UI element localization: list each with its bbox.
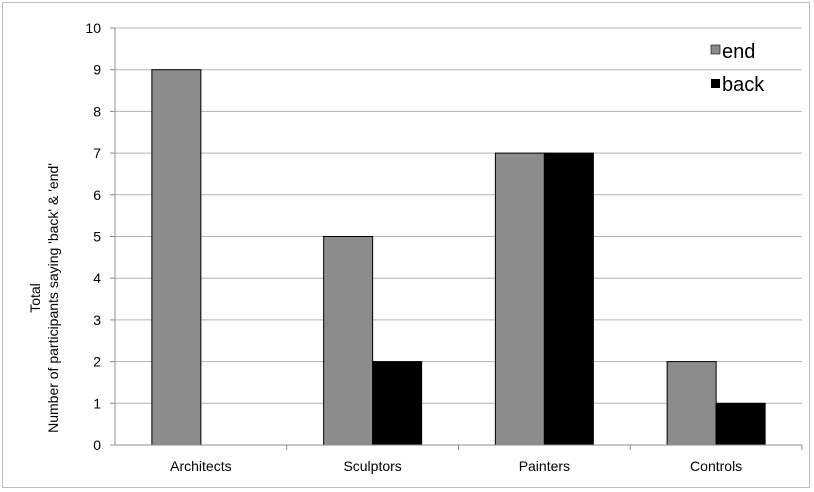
y-tick-label: 3: [93, 312, 101, 328]
category-label: Sculptors: [343, 458, 401, 474]
y-tick-label: 8: [93, 103, 101, 119]
bar-end-controls: [666, 361, 717, 446]
y-tick-labels: 0 1 2 3 4 5 6 7 8 9 10: [85, 20, 101, 453]
bars: [151, 69, 766, 446]
category-label: Architects: [170, 458, 231, 474]
y-axis-title: Total Number of participants saying 'bac…: [27, 163, 61, 433]
bar-back-painters: [543, 152, 594, 446]
gridlines: [115, 27, 802, 404]
legend-swatch-end: [710, 44, 721, 55]
legend-label-end: end: [722, 41, 755, 63]
axes: [110, 27, 803, 450]
y-axis-title-line-2: Number of participants saying 'back' & '…: [45, 163, 61, 433]
bar-end-sculptors: [323, 236, 374, 446]
bar-back-sculptors: [372, 361, 423, 446]
category-label: Controls: [690, 458, 742, 474]
y-tick-label: 5: [93, 229, 101, 245]
y-tick-label: 4: [93, 270, 101, 286]
y-tick-label: 6: [93, 187, 101, 203]
y-tick-label: 2: [93, 354, 101, 370]
y-axis-title-line-1: Total: [27, 283, 43, 313]
y-tick-label: 0: [93, 437, 101, 453]
y-tick-label: 10: [85, 20, 101, 36]
y-tick-label: 9: [93, 62, 101, 78]
y-tick-label: 7: [93, 145, 101, 161]
y-tick-label: 1: [93, 395, 101, 411]
category-labels: Architects Sculptors Painters Controls: [170, 458, 742, 474]
legend: end back: [710, 41, 765, 96]
bar-back-controls: [715, 402, 766, 446]
category-label: Painters: [519, 458, 570, 474]
legend-swatch-back: [711, 79, 720, 88]
bar-end-painters: [494, 152, 545, 446]
legend-label-back: back: [722, 74, 765, 96]
bar-end-architects: [151, 69, 202, 446]
